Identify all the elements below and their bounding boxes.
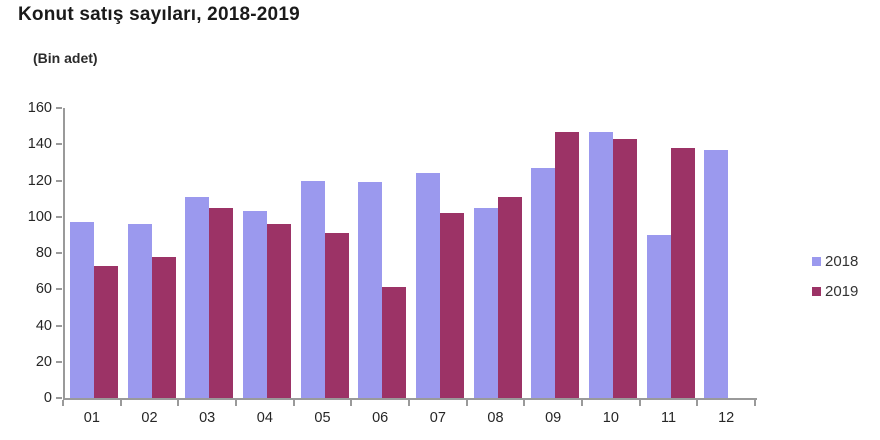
plot-area	[63, 108, 757, 400]
bar-2019-04	[266, 224, 291, 398]
bar-2018-12	[704, 149, 729, 398]
x-tick-mark-0	[62, 400, 64, 406]
x-category-label-06: 06	[372, 410, 389, 426]
bar-2018-11	[646, 234, 671, 398]
y-tick-label-100: 100	[27, 208, 52, 225]
bar-2019-08	[497, 196, 522, 398]
y-tick-label-80: 80	[35, 245, 52, 261]
chart-title: Konut satış sayıları, 2018-2019	[18, 4, 300, 25]
y-tick-label-20: 20	[35, 353, 52, 370]
bar-2019-02	[151, 256, 176, 398]
bar-2019-01	[93, 265, 118, 398]
bar-2018-04	[242, 211, 267, 398]
x-category-label-07: 07	[429, 410, 446, 426]
x-tick-mark-10	[638, 400, 641, 406]
bar-2018-03	[185, 196, 210, 398]
y-tick-mark-160	[56, 107, 62, 109]
bar-2019-03	[209, 207, 234, 398]
y-tick-label-40: 40	[35, 317, 52, 334]
bar-2018-07	[415, 173, 440, 398]
x-tick-mark-12	[754, 400, 756, 406]
bar-2018-06	[358, 182, 383, 398]
y-tick-mark-100	[56, 215, 62, 218]
bar-2018-10	[588, 131, 613, 398]
bar-2018-02	[127, 224, 152, 398]
x-tick-mark-11	[696, 400, 699, 406]
x-category-label-03: 03	[199, 410, 216, 426]
x-tick-mark-3	[235, 400, 237, 406]
x-category-label-02: 02	[141, 410, 158, 426]
legend-item-2019: 2019	[812, 283, 858, 300]
y-tick-label-120: 120	[27, 172, 52, 189]
bar-2019-07	[439, 213, 464, 398]
bar-2018-05	[300, 180, 325, 398]
legend-item-2018: 2018	[812, 253, 858, 270]
y-tick-mark-40	[56, 324, 62, 327]
y-tick-mark-120	[56, 179, 62, 182]
x-category-label-09: 09	[545, 410, 562, 426]
bar-2019-05	[324, 233, 349, 398]
legend-label-2018: 2018	[825, 253, 859, 270]
chart-unit-label: (Bin adet)	[33, 50, 98, 66]
bar-2019-09	[555, 131, 580, 398]
y-tick-mark-0	[56, 397, 62, 399]
bar-2019-06	[382, 287, 407, 398]
bar-2018-08	[473, 207, 498, 398]
x-tick-mark-4	[292, 400, 295, 406]
bar-2019-10	[612, 138, 637, 398]
y-tick-mark-140	[56, 143, 62, 146]
x-category-label-05: 05	[314, 410, 331, 426]
x-tick-mark-2	[177, 400, 180, 406]
x-tick-mark-5	[350, 400, 353, 406]
y-tick-label-60: 60	[35, 281, 52, 298]
x-category-label-12: 12	[718, 410, 735, 426]
x-tick-mark-6	[408, 400, 410, 406]
x-tick-mark-8	[523, 400, 526, 406]
x-category-label-04: 04	[256, 410, 273, 426]
y-tick-mark-60	[56, 288, 62, 291]
y-tick-mark-80	[56, 252, 62, 254]
legend-swatch-2019	[812, 287, 821, 296]
x-category-label-11: 11	[660, 410, 677, 426]
y-tick-label-0: 0	[43, 390, 52, 406]
x-tick-mark-7	[465, 400, 468, 406]
bar-2019-11	[670, 147, 695, 398]
legend-label-2019: 2019	[825, 283, 859, 300]
x-tick-mark-1	[119, 400, 122, 406]
x-category-label-01: 01	[83, 410, 100, 426]
bar-2018-01	[69, 222, 94, 398]
x-category-label-08: 08	[487, 410, 504, 426]
y-tick-mark-20	[56, 360, 62, 363]
y-tick-label-140: 140	[27, 136, 52, 153]
legend: 2018 2019	[812, 253, 858, 313]
legend-swatch-2018	[812, 257, 821, 266]
y-tick-label-160: 160	[27, 100, 52, 116]
bar-2018-09	[531, 167, 556, 398]
x-category-label-10: 10	[602, 410, 619, 426]
x-tick-mark-9	[581, 400, 583, 406]
